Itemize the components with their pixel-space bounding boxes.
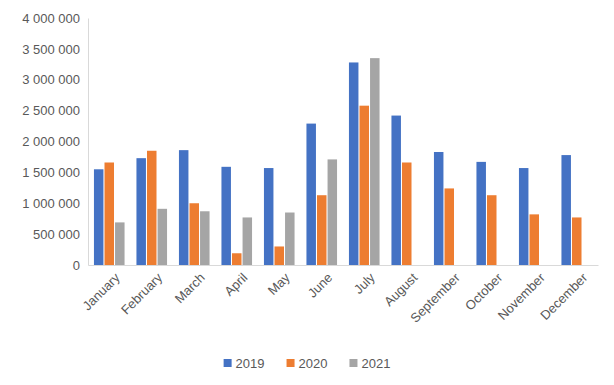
bar xyxy=(105,162,114,265)
x-tick-label: May xyxy=(265,270,293,298)
y-tick-label: 4 000 000 xyxy=(22,11,80,26)
bar xyxy=(275,246,284,265)
bar xyxy=(391,116,400,265)
y-tick: 3 500 000 xyxy=(22,42,88,57)
bar xyxy=(572,217,581,265)
y-tick-label: 2 000 000 xyxy=(22,134,80,149)
bar xyxy=(115,222,124,265)
y-tick-label: 1 500 000 xyxy=(22,165,80,180)
bar xyxy=(402,162,411,265)
y-tick: 2 500 000 xyxy=(22,103,88,118)
bar xyxy=(306,124,315,265)
x-tick-label: June xyxy=(305,270,336,301)
bar xyxy=(370,58,379,265)
y-tick: 1 500 000 xyxy=(22,165,88,180)
x-tick: August xyxy=(381,270,420,309)
bar xyxy=(179,150,188,265)
y-tick: 3 000 000 xyxy=(22,72,88,87)
x-tick-label: March xyxy=(172,270,208,306)
bar xyxy=(136,158,145,265)
legend-item: 2021 xyxy=(349,356,390,371)
plot-area: 0 500 000 1 000 000 1 500 000 2 000 000 2 500… xyxy=(22,11,598,326)
legend-label: 2019 xyxy=(236,356,265,371)
bar xyxy=(434,152,443,265)
x-tick: September xyxy=(407,270,463,326)
legend: 2019 2020 2021 xyxy=(224,356,391,371)
bar xyxy=(94,169,103,265)
bar xyxy=(232,253,241,265)
bar xyxy=(561,155,570,265)
legend-swatch xyxy=(349,359,357,367)
y-tick-label: 500 000 xyxy=(33,227,80,242)
y-tick: 2 000 000 xyxy=(22,134,88,149)
series-2021 xyxy=(115,58,379,265)
bar xyxy=(190,203,199,265)
x-tick: December xyxy=(537,270,590,323)
chart: 0 500 000 1 000 000 1 500 000 2 000 000 2 500… xyxy=(0,0,614,385)
legend-item: 2019 xyxy=(224,356,265,371)
x-tick-label: August xyxy=(381,270,420,309)
y-tick-label: 0 xyxy=(73,258,80,273)
bar xyxy=(243,217,252,265)
bar xyxy=(349,62,358,265)
legend-label: 2021 xyxy=(361,356,390,371)
x-tick-label: April xyxy=(221,270,250,299)
bar xyxy=(476,162,485,265)
x-axis: JanuaryFebruaryMarchAprilMayJuneJulyAugu… xyxy=(80,266,599,326)
bar xyxy=(328,159,337,265)
x-tick: February xyxy=(118,270,166,318)
bar xyxy=(158,209,167,265)
y-tick-label: 1 000 000 xyxy=(22,196,80,211)
y-tick-label: 2 500 000 xyxy=(22,103,80,118)
y-tick-label: 3 500 000 xyxy=(22,42,80,57)
y-axis: 0 500 000 1 000 000 1 500 000 2 000 000 2 500… xyxy=(22,11,88,273)
x-tick-label: July xyxy=(351,270,378,297)
bar xyxy=(200,211,209,265)
x-tick: July xyxy=(351,270,378,297)
legend-label: 2020 xyxy=(299,356,328,371)
bar xyxy=(360,106,369,265)
y-tick: 4 000 000 xyxy=(22,11,88,26)
x-tick: March xyxy=(172,270,208,306)
bar xyxy=(285,213,294,265)
bar xyxy=(445,188,454,265)
legend-swatch xyxy=(224,359,232,367)
x-tick: June xyxy=(305,270,336,301)
y-tick: 0 xyxy=(73,258,88,273)
bar xyxy=(530,214,539,265)
y-tick: 1 000 000 xyxy=(22,196,88,211)
x-tick-label: February xyxy=(118,270,166,318)
legend-item: 2020 xyxy=(287,356,328,371)
x-tick-label: December xyxy=(537,270,590,323)
x-tick: May xyxy=(265,270,293,298)
series-2020 xyxy=(105,106,582,265)
bar xyxy=(264,168,273,265)
series-2019 xyxy=(94,62,571,265)
bar xyxy=(147,151,156,265)
x-tick-label: September xyxy=(407,270,463,326)
bar xyxy=(317,195,326,265)
y-axis-line xyxy=(88,19,89,266)
bar xyxy=(221,167,230,265)
bar xyxy=(519,168,528,265)
x-axis-line xyxy=(89,265,599,266)
legend-swatch xyxy=(287,359,295,367)
x-tick: April xyxy=(221,270,250,299)
bars xyxy=(94,58,582,265)
y-tick-label: 3 000 000 xyxy=(22,72,80,87)
bar xyxy=(487,195,496,265)
y-tick: 500 000 xyxy=(33,227,88,242)
